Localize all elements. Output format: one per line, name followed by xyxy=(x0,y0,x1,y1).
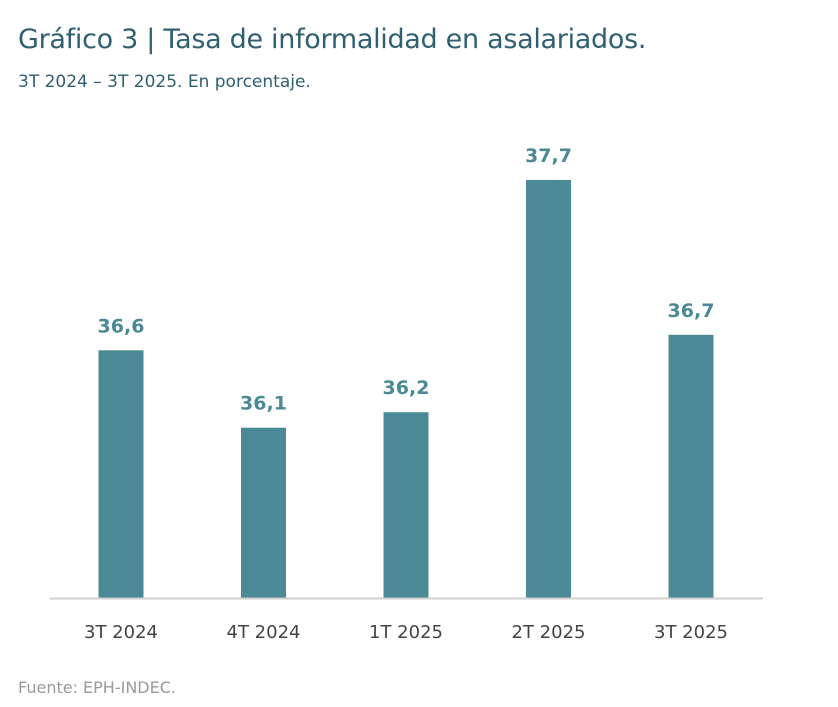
x-tick-label: 2T 2025 xyxy=(512,622,586,643)
data-label: 36,2 xyxy=(383,377,430,399)
chart-source: Fuente: EPH-INDEC. xyxy=(18,678,176,697)
data-label: 36,6 xyxy=(98,315,145,337)
bar xyxy=(668,334,714,598)
x-tick-label: 3T 2025 xyxy=(654,622,728,643)
bar xyxy=(241,427,286,598)
chart-title: Gráfico 3 | Tasa de informalidad en asal… xyxy=(18,24,647,55)
bar xyxy=(526,180,571,598)
bar xyxy=(98,350,144,598)
bar xyxy=(383,412,429,598)
x-tick-label: 1T 2025 xyxy=(369,622,443,643)
data-label: 36,7 xyxy=(668,300,715,322)
data-label: 37,7 xyxy=(525,145,572,167)
x-tick-label: 3T 2024 xyxy=(84,622,158,643)
x-tick-label: 4T 2024 xyxy=(227,622,301,643)
chart-subtitle: 3T 2024 – 3T 2025. En porcentaje. xyxy=(18,72,311,92)
data-label: 36,1 xyxy=(240,393,287,415)
